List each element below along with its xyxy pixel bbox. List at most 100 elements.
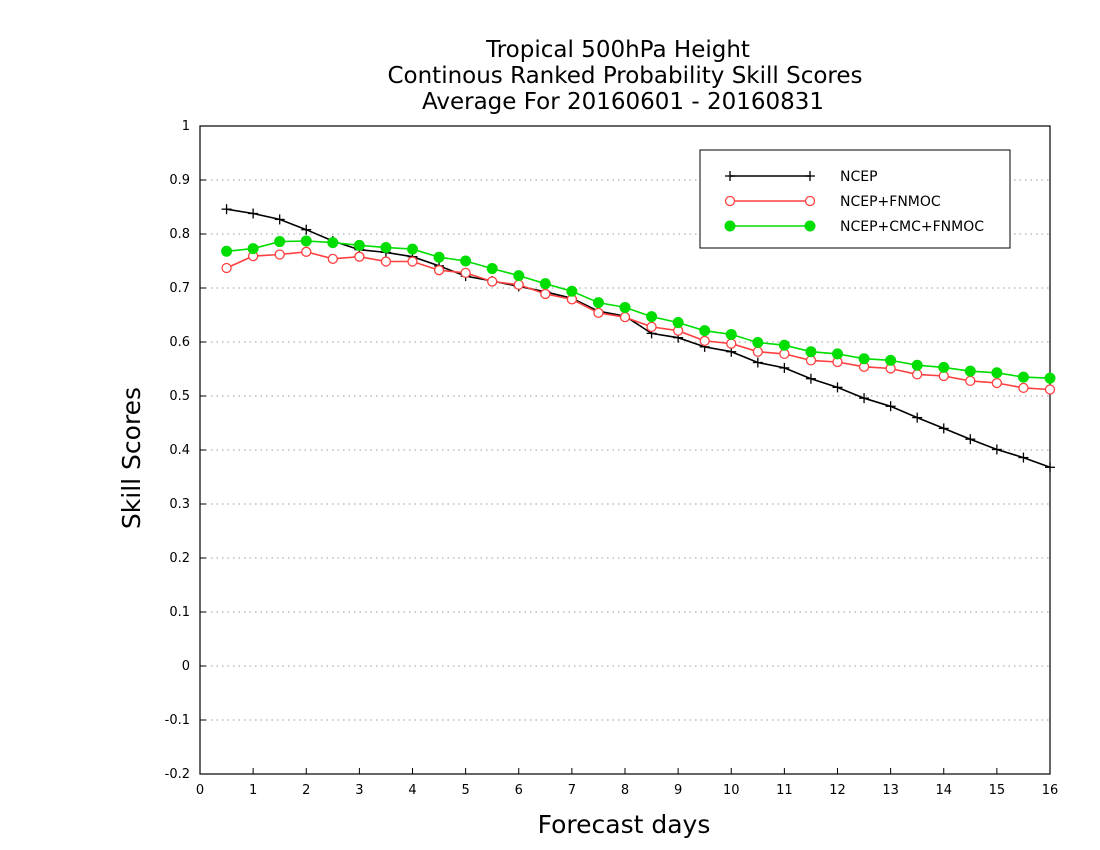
- data-point: [752, 357, 763, 368]
- data-point: [832, 382, 843, 393]
- data-point: [858, 353, 870, 365]
- x-tick-label: 0: [196, 783, 204, 798]
- data-point: [301, 246, 312, 257]
- data-point: [752, 346, 763, 357]
- legend-label: NCEP+CMC+FNMOC: [840, 219, 984, 235]
- data-point: [805, 373, 816, 384]
- data-point: [911, 359, 923, 371]
- legend-label: NCEP: [840, 169, 878, 185]
- legend: NCEP NCEP+FNMOC NCEP+CMC+FNMOC: [699, 149, 1011, 249]
- data-point: [247, 243, 259, 255]
- data-point: [725, 171, 735, 181]
- data-point: [274, 236, 286, 248]
- y-tick-label: 0: [182, 659, 190, 674]
- data-point: [221, 262, 232, 274]
- data-point: [540, 288, 551, 300]
- data-point: [885, 354, 897, 366]
- data-point: [619, 312, 631, 323]
- data-point: [804, 195, 816, 207]
- axis-ticks: -0.2-0.100.10.20.30.40.50.60.70.80.910 1 2…: [165, 119, 1059, 798]
- data-point: [380, 256, 392, 267]
- data-point: [274, 249, 285, 260]
- data-point: [593, 307, 604, 318]
- x-tick-label: 1: [249, 783, 257, 798]
- x-axis-label: Forecast days: [538, 810, 711, 839]
- data-point: [407, 256, 418, 267]
- series-ncep-cmc-fnmoc: [221, 235, 1056, 384]
- chart-title-line-1: Tropical 500hPa Height: [485, 37, 750, 63]
- series-ncep-fnmoc: [221, 246, 1056, 395]
- data-point: [938, 423, 949, 434]
- data-point: [539, 278, 551, 290]
- y-axis-label: Skill Scores: [117, 387, 146, 529]
- data-point: [779, 362, 790, 373]
- y-tick-label: -0.2: [165, 767, 190, 782]
- x-tick-label: 15: [989, 783, 1006, 798]
- series-lines: [221, 204, 1056, 473]
- y-tick-label: 0.2: [169, 551, 190, 566]
- data-point: [486, 263, 498, 275]
- x-tick-label: 13: [882, 783, 899, 798]
- data-point: [327, 237, 339, 249]
- chart-title-line-2: Continous Ranked Probability Skill Score…: [387, 63, 862, 89]
- data-point: [566, 285, 578, 297]
- x-tick-label: 14: [935, 783, 952, 798]
- y-tick-label: 0.9: [169, 173, 190, 188]
- legend-entry: NCEP+CMC+FNMOC: [724, 219, 984, 235]
- x-tick-label: 6: [515, 783, 523, 798]
- data-point: [646, 311, 658, 323]
- data-point: [965, 375, 976, 387]
- data-point: [1018, 382, 1029, 394]
- data-point: [300, 235, 312, 247]
- x-tick-label: 2: [302, 783, 310, 798]
- series-line: [226, 240, 1051, 379]
- data-point: [301, 224, 312, 235]
- data-point: [1017, 371, 1029, 383]
- data-point: [327, 253, 338, 264]
- data-point: [672, 317, 684, 329]
- data-point: [699, 335, 710, 347]
- data-point: [433, 265, 445, 276]
- data-point: [832, 348, 843, 360]
- series-line: [226, 250, 1051, 391]
- x-tick-label: 10: [723, 783, 740, 798]
- legend-entry: NCEP+FNMOC: [724, 194, 941, 210]
- data-point: [805, 346, 817, 358]
- x-tick-label: 3: [355, 783, 363, 798]
- data-point: [513, 270, 525, 282]
- data-point: [912, 412, 923, 423]
- data-point: [991, 444, 1002, 455]
- x-tick-label: 4: [408, 783, 416, 798]
- x-tick-label: 7: [568, 783, 576, 798]
- y-tick-label: 0.4: [169, 443, 190, 458]
- data-point: [991, 367, 1003, 379]
- y-tick-label: 0.5: [169, 389, 190, 404]
- y-tick-label: 0.8: [169, 227, 190, 242]
- data-point: [804, 220, 816, 232]
- data-point: [991, 377, 1003, 389]
- data-point: [380, 242, 392, 253]
- data-point: [460, 267, 471, 279]
- data-point: [487, 276, 498, 287]
- data-point: [646, 321, 657, 333]
- data-point: [1044, 384, 1056, 395]
- data-point: [248, 208, 259, 219]
- x-tick-label: 12: [829, 783, 846, 798]
- data-point: [592, 297, 604, 309]
- data-point: [274, 214, 285, 225]
- y-tick-label: 0.3: [169, 497, 190, 512]
- data-point: [912, 369, 923, 380]
- data-point: [433, 251, 445, 263]
- x-tick-label: 5: [461, 783, 469, 798]
- data-point: [726, 338, 737, 349]
- legend-entry: NCEP: [725, 169, 878, 185]
- data-point: [221, 204, 232, 215]
- data-point: [1018, 452, 1029, 463]
- data-point: [699, 325, 711, 337]
- x-tick-label: 16: [1042, 783, 1059, 798]
- legend-box: [699, 149, 1011, 249]
- data-point: [513, 279, 524, 290]
- data-point: [859, 393, 870, 404]
- data-point: [407, 243, 418, 255]
